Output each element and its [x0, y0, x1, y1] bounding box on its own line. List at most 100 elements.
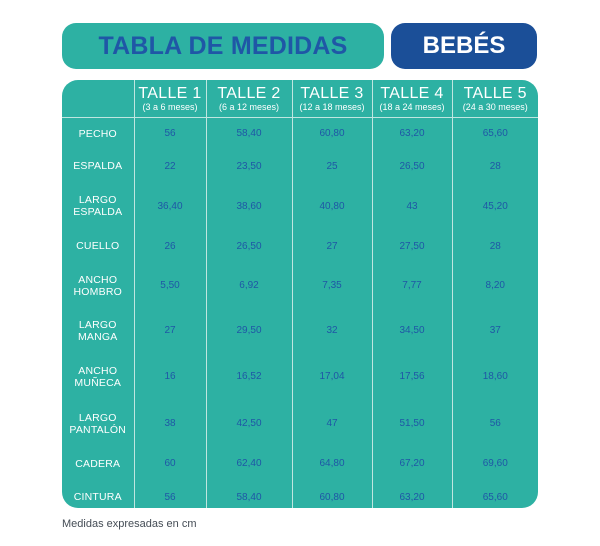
row-label: ESPALDA	[62, 150, 134, 183]
value-cell: 38,60	[205, 182, 292, 230]
column-age-range: (6 a 12 meses)	[218, 102, 280, 112]
value-cell: 36,40	[133, 182, 206, 230]
value-cell: 17,56	[371, 352, 452, 401]
value-cell: 16,52	[205, 352, 292, 401]
value-cell: 56	[133, 117, 206, 150]
title-text: TABLA DE MEDIDAS	[98, 31, 348, 60]
value-cell: 40,80	[291, 182, 372, 230]
row-label-line2: PANTALÓN	[69, 423, 127, 436]
value-cell: 63,20	[371, 480, 452, 508]
row-label: ANCHO MUÑECA	[62, 353, 134, 401]
row-label: CUELLO	[62, 230, 134, 263]
row-label-line1: ANCHO	[78, 273, 118, 286]
value-cell: 60	[133, 446, 206, 481]
row-label-line1: ESPALDA	[73, 160, 123, 172]
table-row: CADERA 60 62,40 64,80 67,20 69,60	[62, 446, 538, 481]
value-cell: 23,50	[205, 149, 292, 183]
value-cell: 43	[371, 182, 452, 230]
value-cell: 29,50	[205, 308, 292, 353]
row-label-line2: MUÑECA	[74, 376, 122, 389]
value-cell: 38	[133, 400, 206, 447]
value-cell: 47	[291, 400, 372, 447]
value-cell: 28	[451, 149, 538, 183]
column-age-range: (12 a 18 meses)	[299, 102, 365, 112]
value-cell: 17,04	[291, 352, 372, 401]
row-label: CADERA	[62, 447, 134, 481]
value-cell: 18,60	[451, 352, 538, 401]
value-cell: 56	[451, 400, 538, 447]
value-cell: 27	[291, 229, 372, 263]
row-label: LARGO ESPALDA	[62, 183, 134, 230]
value-cell: 69,60	[451, 446, 538, 481]
size-chart-title: TABLA DE MEDIDAS	[62, 23, 384, 69]
row-label-line1: PECHO	[78, 127, 117, 140]
value-cell: 7,35	[291, 262, 372, 309]
table-row: CUELLO 26 26,50 27 27,50 28	[62, 229, 538, 263]
value-cell: 63,20	[371, 117, 452, 150]
table-row: CINTURA 56 58,40 60,80 63,20 65,60	[62, 480, 538, 509]
units-note: Medidas expresadas en cm	[62, 518, 197, 530]
value-cell: 28	[451, 229, 538, 263]
row-label-line1: LARGO	[78, 411, 117, 424]
table-row: LARGO MANGA 27 29,50 32 34,50 37	[62, 308, 538, 353]
row-label-line2: HOMBRO	[73, 285, 122, 298]
value-cell: 65,60	[451, 117, 538, 150]
table-row: ESPALDA 22 23,50 25 26,50 28	[62, 149, 538, 183]
badge-text: BEBÉS	[422, 32, 506, 59]
value-cell: 34,50	[371, 308, 452, 353]
column-header-talle-5: TALLE 5 (24 a 30 meses)	[451, 80, 538, 118]
column-header-talle-1: TALLE 1 (3 a 6 meses)	[133, 80, 206, 118]
value-cell: 26	[133, 229, 206, 263]
value-cell: 60,80	[291, 117, 372, 150]
column-header-talle-3: TALLE 3 (12 a 18 meses)	[291, 80, 372, 118]
column-name: TALLE 5	[463, 85, 527, 102]
value-cell: 7,77	[371, 262, 452, 309]
size-table: TALLE 1 (3 a 6 meses) TALLE 2 (6 a 12 me…	[62, 80, 538, 508]
value-cell: 16	[133, 352, 206, 401]
row-label-line1: CUELLO	[76, 240, 120, 252]
value-cell: 56	[133, 480, 206, 508]
row-label-line1: ANCHO	[78, 364, 118, 377]
column-header-talle-2: TALLE 2 (6 a 12 meses)	[205, 80, 292, 118]
row-label-line2: ESPALDA	[73, 206, 123, 218]
table-row: LARGO PANTALÓN 38 42,50 47 51,50 56	[62, 400, 538, 447]
value-cell: 26,50	[371, 149, 452, 183]
value-cell: 67,20	[371, 446, 452, 481]
value-cell: 6,92	[205, 262, 292, 309]
row-label: ANCHO HOMBRO	[62, 263, 134, 309]
column-name: TALLE 2	[217, 85, 281, 102]
value-cell: 25	[291, 149, 372, 183]
value-cell: 64,80	[291, 446, 372, 481]
value-cell: 5,50	[133, 262, 206, 309]
value-cell: 60,80	[291, 480, 372, 508]
table-row: LARGO ESPALDA 36,40 38,60 40,80 43 45,20	[62, 182, 538, 230]
column-name: TALLE 1	[138, 85, 202, 102]
value-cell: 26,50	[205, 229, 292, 263]
value-cell: 65,60	[451, 480, 538, 508]
value-cell: 8,20	[451, 262, 538, 309]
row-label-line2: MANGA	[77, 330, 118, 343]
row-label: CINTURA	[62, 481, 134, 509]
value-cell: 62,40	[205, 446, 292, 481]
table-row: PECHO 56 58,40 60,80 63,20 65,60	[62, 117, 538, 150]
value-cell: 45,20	[451, 182, 538, 230]
column-age-range: (18 a 24 meses)	[379, 102, 445, 112]
column-name: TALLE 3	[300, 85, 364, 102]
row-label: LARGO PANTALÓN	[62, 401, 134, 447]
value-cell: 51,50	[371, 400, 452, 447]
value-cell: 42,50	[205, 400, 292, 447]
header-row: TALLE 1 (3 a 6 meses) TALLE 2 (6 a 12 me…	[62, 80, 538, 118]
size-table-card: TALLE 1 (3 a 6 meses) TALLE 2 (6 a 12 me…	[62, 80, 538, 508]
column-name: TALLE 4	[380, 85, 444, 102]
value-cell: 27	[133, 308, 206, 353]
row-label-line1: CADERA	[75, 457, 121, 470]
row-label-line1: CINTURA	[73, 491, 122, 503]
value-cell: 37	[451, 308, 538, 353]
row-label-line1: LARGO	[78, 318, 117, 331]
row-label: LARGO MANGA	[62, 309, 134, 353]
value-cell: 58,40	[205, 480, 292, 508]
value-cell: 32	[291, 308, 372, 353]
corner-cell	[62, 80, 134, 118]
category-badge: BEBÉS	[391, 23, 537, 69]
table-row: ANCHO MUÑECA 16 16,52 17,04 17,56 18,60	[62, 352, 538, 401]
